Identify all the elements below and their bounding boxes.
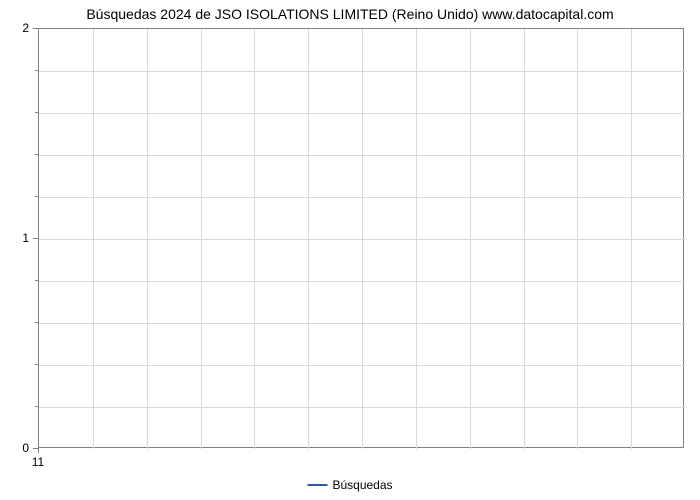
y-tick-label: 0: [0, 441, 29, 455]
gridline-horizontal: [39, 155, 685, 156]
y-minor-tick: [35, 196, 38, 197]
y-minor-tick: [35, 280, 38, 281]
gridline-horizontal: [39, 407, 685, 408]
y-minor-tick: [35, 322, 38, 323]
x-tick: [38, 448, 39, 453]
y-minor-tick: [35, 364, 38, 365]
gridline-horizontal: [39, 239, 685, 240]
x-tick-label: 11: [32, 455, 44, 469]
gridline-horizontal: [39, 197, 685, 198]
legend-line-icon: [307, 484, 327, 486]
gridline-horizontal: [39, 113, 685, 114]
gridline-horizontal: [39, 365, 685, 366]
legend: Búsquedas: [307, 478, 392, 492]
y-minor-tick: [35, 112, 38, 113]
y-tick: [33, 28, 38, 29]
chart-container: Búsquedas 2024 de JSO ISOLATIONS LIMITED…: [0, 0, 700, 500]
gridline-horizontal: [39, 323, 685, 324]
plot-area: [38, 28, 684, 448]
legend-label: Búsquedas: [332, 478, 392, 492]
y-minor-tick: [35, 154, 38, 155]
y-tick: [33, 238, 38, 239]
gridline-horizontal: [39, 71, 685, 72]
gridline-horizontal: [39, 281, 685, 282]
y-tick-label: 1: [0, 231, 29, 245]
y-minor-tick: [35, 406, 38, 407]
chart-title: Búsquedas 2024 de JSO ISOLATIONS LIMITED…: [0, 6, 700, 22]
y-tick-label: 2: [0, 21, 29, 35]
y-minor-tick: [35, 70, 38, 71]
